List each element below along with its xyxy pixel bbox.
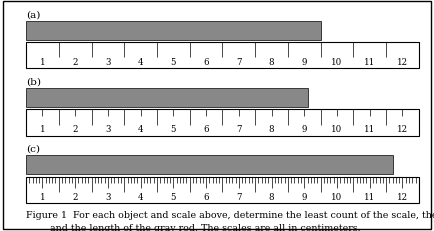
Text: 1: 1: [39, 58, 45, 67]
Bar: [26, 177, 419, 203]
Text: 6: 6: [203, 125, 209, 134]
Text: 12: 12: [397, 125, 408, 134]
Text: 7: 7: [236, 58, 242, 67]
Text: 10: 10: [331, 58, 342, 67]
Text: 4: 4: [138, 192, 143, 201]
Text: 2: 2: [72, 192, 78, 201]
Text: 7: 7: [236, 125, 242, 134]
Text: Figure 1  For each object and scale above, determine the least count of the scal: Figure 1 For each object and scale above…: [26, 210, 434, 231]
Text: 2: 2: [72, 125, 78, 134]
Text: 12: 12: [397, 58, 408, 67]
Text: 8: 8: [269, 192, 274, 201]
Text: 1: 1: [39, 192, 45, 201]
Text: 3: 3: [105, 192, 111, 201]
Text: 9: 9: [302, 125, 307, 134]
Bar: [26, 156, 393, 174]
Text: 8: 8: [269, 58, 274, 67]
Text: 12: 12: [397, 192, 408, 201]
Text: 1: 1: [39, 125, 45, 134]
Text: 5: 5: [171, 192, 176, 201]
Text: 10: 10: [331, 125, 342, 134]
Text: 4: 4: [138, 125, 143, 134]
Text: 5: 5: [171, 125, 176, 134]
Text: 11: 11: [364, 125, 375, 134]
Text: (a): (a): [26, 10, 40, 19]
Text: 7: 7: [236, 192, 242, 201]
Text: 10: 10: [331, 192, 342, 201]
Text: 9: 9: [302, 58, 307, 67]
Text: 9: 9: [302, 192, 307, 201]
Text: 4: 4: [138, 58, 143, 67]
Text: 3: 3: [105, 125, 111, 134]
Bar: [26, 110, 419, 136]
Text: 6: 6: [203, 58, 209, 67]
Bar: [26, 22, 321, 40]
Text: 3: 3: [105, 58, 111, 67]
Text: 5: 5: [171, 58, 176, 67]
Text: 8: 8: [269, 125, 274, 134]
Bar: [26, 89, 308, 107]
Text: 11: 11: [364, 58, 375, 67]
Text: (b): (b): [26, 77, 41, 86]
Bar: [26, 43, 419, 69]
Text: 11: 11: [364, 192, 375, 201]
Text: (c): (c): [26, 144, 40, 153]
Text: 2: 2: [72, 58, 78, 67]
Text: 6: 6: [203, 192, 209, 201]
